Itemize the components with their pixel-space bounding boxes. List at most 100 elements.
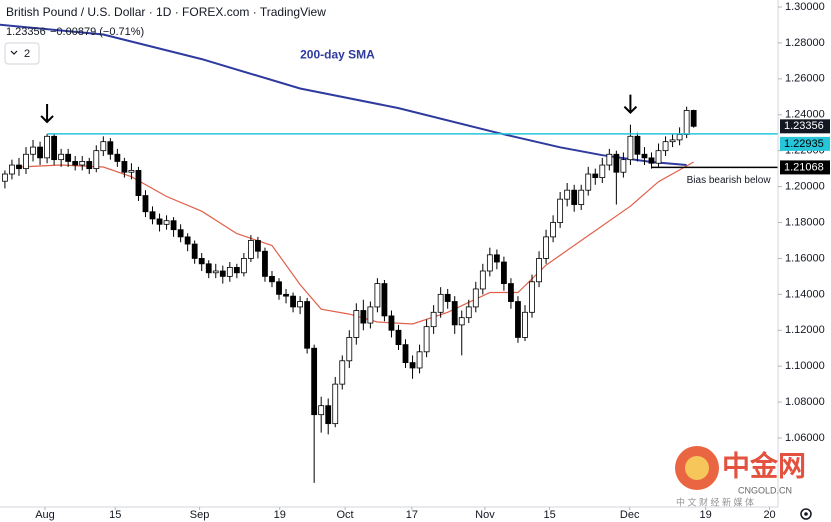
candle-body — [515, 301, 521, 338]
level-label: 1.21068 — [784, 161, 824, 173]
y-tick-label: 1.18000 — [785, 216, 825, 228]
last-price-label: 1.23356 — [784, 120, 824, 132]
candle-body — [219, 270, 226, 277]
candle-body — [360, 310, 367, 324]
candle-body — [269, 275, 275, 283]
candle-body — [437, 293, 444, 313]
candle-body — [402, 344, 409, 363]
candle-body — [212, 270, 219, 274]
candle-body — [620, 159, 627, 173]
candle-body — [16, 164, 22, 170]
candle-body — [395, 329, 402, 346]
candle-body — [550, 222, 557, 238]
x-tick-label: Dec — [620, 509, 640, 521]
candle-body — [669, 139, 676, 143]
candle-body — [409, 362, 416, 369]
candle-body — [655, 150, 662, 164]
candle-body — [240, 258, 247, 274]
candle-body — [536, 258, 542, 283]
candle-body — [255, 240, 261, 252]
candle-body — [149, 211, 156, 220]
y-tick-label: 1.08000 — [785, 396, 825, 408]
candle-body — [177, 229, 184, 238]
y-tick-label: 1.12000 — [785, 324, 825, 336]
candle-body — [233, 267, 240, 274]
x-tick-label: Sep — [190, 509, 210, 521]
candle-body — [339, 360, 346, 385]
candle-body — [100, 141, 107, 152]
candle-body — [578, 189, 585, 205]
candle-body — [198, 258, 205, 265]
candle-body — [163, 220, 170, 225]
candle-body — [648, 157, 655, 164]
candle-body — [599, 164, 606, 179]
candle-body — [458, 317, 465, 326]
candle-body — [2, 173, 8, 182]
candle-body — [65, 153, 72, 162]
candle-body — [346, 337, 353, 362]
candle-body — [135, 170, 142, 196]
candle-body — [641, 153, 648, 159]
candle-body — [297, 301, 303, 308]
watermark-name: 中金网 — [722, 449, 806, 481]
y-tick-label: 1.26000 — [785, 73, 825, 85]
candle-body — [23, 153, 29, 170]
y-tick-label: 1.16000 — [785, 252, 825, 264]
gear[interactable] — [800, 508, 812, 520]
candle-body — [374, 283, 381, 308]
candle-body — [226, 267, 233, 277]
plot-area: 200-day SMA Bias bearish below — [0, 23, 778, 483]
candle-body — [86, 161, 93, 170]
candle-body — [676, 134, 683, 141]
candle-body — [522, 311, 528, 338]
gear-hub[interactable] — [804, 512, 808, 516]
chart-title: British Pound / U.S. Dollar · 1D · FOREX… — [6, 5, 326, 19]
candle-body — [472, 288, 479, 308]
candle-body — [262, 250, 268, 277]
x-tick-label: 15 — [109, 509, 121, 521]
candle-body — [353, 310, 360, 338]
candle-body — [486, 254, 493, 272]
down-arrow — [40, 103, 54, 124]
candle-body — [430, 311, 437, 328]
watermark-logo-inner — [685, 456, 709, 480]
candle-body — [276, 281, 282, 295]
y-tick-label: 1.06000 — [785, 432, 825, 444]
x-tick-label: Aug — [35, 509, 55, 521]
candle-body — [381, 283, 388, 317]
x-tick-label: 19 — [699, 509, 711, 521]
watermark: 中金网 CNGOLD.CN 中 文 财 经 新 媒 体 — [675, 446, 806, 507]
candle-body — [170, 220, 177, 231]
candle-body — [388, 315, 395, 331]
candle-body — [662, 141, 669, 152]
candle-body — [493, 254, 500, 263]
candle-body — [332, 383, 339, 425]
annotation: Bias bearish below — [687, 175, 772, 186]
candle-body — [465, 306, 472, 319]
level-label: 1.22935 — [784, 138, 824, 150]
settings-icon[interactable] — [800, 508, 812, 520]
candle-body — [444, 293, 451, 302]
x-tick-label: 20 — [763, 509, 775, 521]
sma-200-line — [0, 23, 687, 166]
candle-body — [606, 153, 613, 166]
candle-body — [613, 153, 620, 173]
candle-body — [290, 295, 296, 308]
indicator-count[interactable]: 2 — [24, 48, 30, 60]
candle-body — [501, 261, 507, 284]
x-tick-label: Oct — [337, 509, 354, 521]
candle-body — [683, 110, 690, 135]
candle-body — [205, 263, 212, 274]
indicator-toggle[interactable] — [4, 42, 40, 65]
candle-body — [508, 283, 514, 302]
candle-body — [247, 240, 254, 259]
annotation: 200-day SMA — [300, 48, 375, 62]
candle-body — [451, 301, 458, 326]
x-tick-label: 19 — [274, 509, 286, 521]
candle-body — [107, 141, 114, 155]
y-tick-label: 1.28000 — [785, 37, 825, 49]
down-arrow — [623, 94, 638, 115]
x-tick-label: 17 — [406, 509, 418, 521]
candle-body — [592, 173, 599, 179]
